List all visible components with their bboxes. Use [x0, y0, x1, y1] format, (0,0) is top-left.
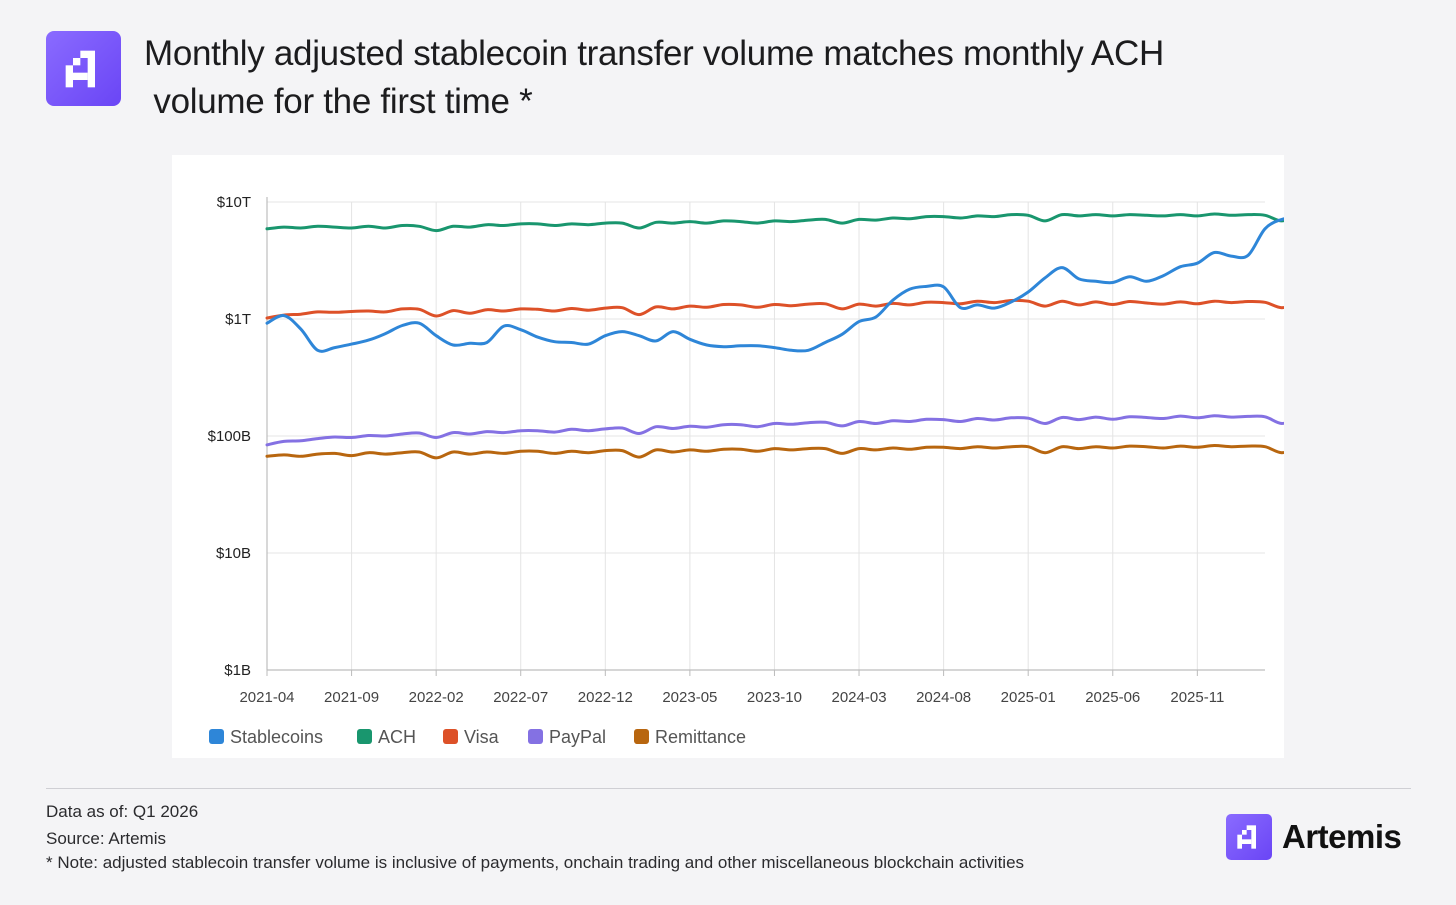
x-tick-label: 2022-07: [493, 689, 548, 706]
footnote: * Note: adjusted stablecoin transfer vol…: [46, 853, 1025, 872]
series-line-remittance: [265, 443, 1284, 460]
x-tick-label: 2025-11: [1170, 689, 1224, 706]
x-tick-label: 2025-01: [1001, 689, 1056, 706]
x-tick-label: 2025-06: [1085, 689, 1140, 706]
x-tick-label: 2023-10: [747, 689, 802, 706]
legend-swatch-visa: [443, 729, 458, 744]
legend-swatch-remittance: [634, 729, 649, 744]
artemis-logo-icon: [46, 31, 121, 106]
chart-title-line-2: volume for the first time *: [144, 82, 533, 121]
chart-title: Monthly adjusted stablecoin transfer vol…: [144, 30, 1294, 126]
x-tick-label: 2024-03: [832, 689, 887, 706]
legend-label-ach: ACH: [378, 727, 416, 747]
y-tick-label: $100B: [208, 428, 251, 445]
y-tick-label: $1B: [224, 662, 251, 679]
brand-logo: Artemis: [1226, 814, 1402, 860]
source-text: Source: Artemis: [46, 829, 166, 848]
artemis-logo-icon: [1226, 814, 1272, 860]
series-line-stablecoins: [265, 217, 1284, 353]
series-line-paypal: [265, 414, 1284, 447]
artemis-logo-glyph: [65, 50, 95, 87]
legend-label-visa: Visa: [464, 727, 500, 747]
chart-title-line-1: Monthly adjusted stablecoin transfer vol…: [144, 34, 1164, 73]
legend-swatch-paypal: [528, 729, 543, 744]
y-tick-label: $1T: [225, 311, 251, 328]
series-line-visa: [265, 298, 1284, 320]
data-as-of: Data as of: Q1 2026: [46, 802, 199, 821]
chart-card: $1B $10B $100B $1T $10T 2021-04 2021-09 2022-02…: [172, 155, 1284, 758]
legend-label-paypal: PayPal: [549, 727, 606, 747]
x-tick-label: 2022-02: [409, 689, 464, 706]
footer-divider: [46, 788, 1411, 789]
legend-label-stablecoins: Stablecoins: [230, 727, 323, 747]
legend-swatch-ach: [357, 729, 372, 744]
legend-swatch-stablecoins: [209, 729, 224, 744]
legend-label-remittance: Remittance: [655, 727, 746, 747]
brand-name: Artemis: [1282, 818, 1402, 855]
y-tick-label: $10B: [216, 545, 251, 562]
artemis-logo-glyph: [1237, 825, 1256, 849]
x-tick-label: 2023-05: [662, 689, 717, 706]
x-tick-label: 2022-12: [578, 689, 633, 706]
series-line-ach: [265, 212, 1284, 233]
x-tick-label: 2021-09: [324, 689, 379, 706]
x-tick-label: 2021-04: [239, 689, 294, 706]
y-tick-label: $10T: [217, 194, 251, 211]
x-tick-label: 2024-08: [916, 689, 971, 706]
line-chart: $1B $10B $100B $1T $10T 2021-04 2021-09 2022-02…: [208, 194, 1284, 747]
